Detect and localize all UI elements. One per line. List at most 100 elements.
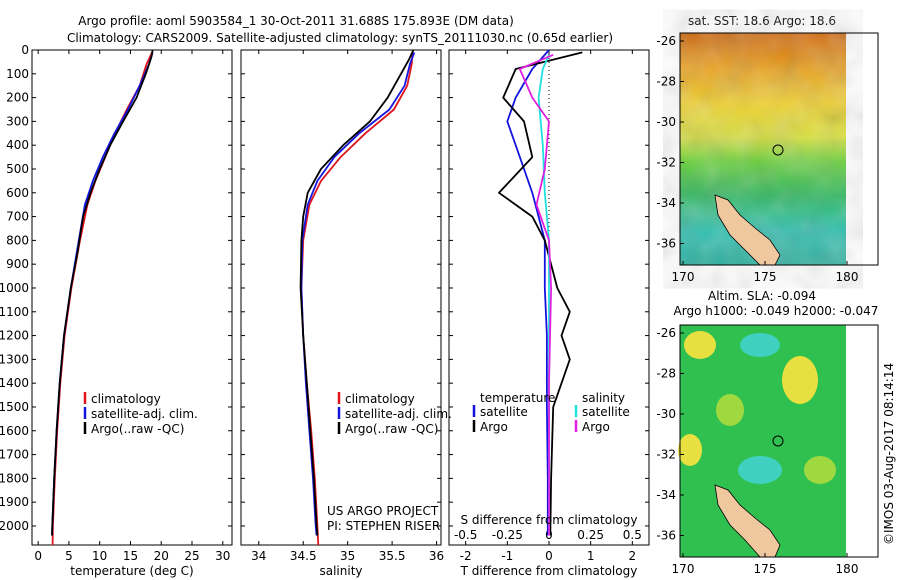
x-tick-label: -2	[460, 549, 472, 563]
x2-tick-label: 0.25	[577, 528, 604, 542]
legend-header-salinity: salinity	[582, 391, 625, 405]
sst-map: sat. SST: 18.6 Argo: 18.6	[679, 14, 879, 266]
x-tick-label: 34	[251, 549, 266, 563]
map-x-tick-label: 180	[836, 270, 859, 284]
sla-map-title-1: Altim. SLA: -0.094	[708, 289, 816, 303]
map-y-tick-label: -28	[656, 367, 676, 381]
map-x-tick-label: 170	[672, 562, 695, 576]
x2-tick-label: -0.25	[492, 528, 523, 542]
y-tick-label: 1700	[0, 448, 29, 462]
y-tick-label: 1400	[0, 376, 29, 390]
map-y-tick-label: -32	[656, 448, 676, 462]
y-tick-label: 300	[6, 114, 29, 128]
sla-map: Altim. SLA: -0.094 Argo h1000: -0.049 h2…	[674, 289, 879, 558]
map-y-tick-label: -34	[656, 196, 676, 210]
difference-xlabel: T difference from climatology	[460, 564, 638, 578]
salinity-axes	[240, 49, 442, 546]
map-x-tick-label: 175	[754, 562, 777, 576]
y-tick-label: 600	[6, 186, 29, 200]
map-ticks: 170 175 180 -26 -28 -30 -32 -34 -36 170 175 180 -26 -…	[656, 34, 858, 576]
legend-sal-argo: Argo	[582, 420, 610, 434]
x-tick-label: 10	[92, 549, 107, 563]
series-line	[300, 52, 414, 546]
annotation-line-2: PI: STEPHEN RISER	[327, 519, 440, 533]
map-y-tick-label: -30	[656, 115, 676, 129]
map-x-tick-label: 180	[836, 562, 859, 576]
map-y-tick-label: -30	[656, 407, 676, 421]
series-line	[51, 52, 154, 536]
y-tick-label: 200	[6, 91, 29, 105]
x-tick-label: 2	[629, 549, 637, 563]
map-x-tick-label: 170	[672, 270, 695, 284]
sst-map-land	[714, 194, 781, 266]
legend-argo: Argo(..raw -QC)	[345, 422, 438, 436]
salinity-xlabel: salinity	[319, 564, 362, 578]
x-tick-label: -1	[501, 549, 513, 563]
y-tick-label: 800	[6, 233, 29, 247]
y-tick-label: 1200	[0, 329, 29, 343]
sst-argo-marker	[772, 144, 784, 156]
temperature-plot: 0100200300400500600700800900100011001200…	[0, 43, 232, 563]
y-tick-label: 1800	[0, 471, 29, 485]
x-tick-label: 1	[587, 549, 595, 563]
y-tick-label: 1600	[0, 424, 29, 438]
difference-legend: temperature salinity satellite Argo sate…	[472, 391, 630, 434]
map-y-tick-label: -28	[656, 75, 676, 89]
annotation-line-1: US ARGO PROJECT	[327, 504, 439, 518]
legend-sal-satellite: satellite	[582, 405, 630, 419]
sla-argo-marker	[772, 435, 784, 447]
copyright-stamp: ©IMOS 03-Aug-2017 08:14:14	[882, 363, 896, 545]
series-line	[299, 49, 415, 536]
y-tick-label: 1100	[0, 305, 29, 319]
x-tick-label: 35	[340, 549, 355, 563]
sla-map-field	[680, 325, 846, 557]
legend-climatology: climatology	[91, 392, 161, 406]
legend-temp-argo: Argo	[480, 420, 508, 434]
y-tick-label: 1300	[0, 352, 29, 366]
salinity-plot: 34 34.5 35 35.5 36	[241, 49, 444, 563]
x2-tick-label: -0.5	[454, 528, 477, 542]
legend-header-temperature: temperature	[480, 391, 555, 405]
x-tick-label: 20	[154, 549, 169, 563]
y-tick-label: 0	[21, 43, 29, 57]
salinity-legend: climatology satellite-adj. clim. Argo(..…	[337, 392, 452, 436]
x-tick-label: 5	[65, 549, 73, 563]
x-tick-label: 30	[215, 549, 230, 563]
series-line	[506, 49, 550, 536]
map-y-tick-label: -26	[656, 34, 676, 48]
x-tick-label: 25	[184, 549, 199, 563]
sla-map-land	[714, 484, 781, 558]
y-tick-label: 1500	[0, 400, 29, 414]
x-tick-label: 0	[34, 549, 42, 563]
y-tick-label: 700	[6, 210, 29, 224]
temperature-xlabel: temperature (deg C)	[70, 564, 193, 578]
map-y-tick-label: -32	[656, 156, 676, 170]
title-line-2: Climatology: CARS2009. Satellite-adjuste…	[67, 31, 613, 45]
series-line	[300, 52, 416, 536]
legend-temp-satellite: satellite	[480, 405, 528, 419]
difference-x2label: S difference from climatology	[461, 513, 638, 527]
y-tick-label: 1900	[0, 495, 29, 509]
legend-argo: Argo(..raw -QC)	[91, 422, 184, 436]
legend-satellite-adj: satellite-adj. clim.	[345, 407, 452, 421]
y-tick-label: 900	[6, 257, 29, 271]
title-line-1: Argo profile: aoml 5903584_1 30-Oct-2011…	[78, 14, 514, 28]
x2-tick-label: 0.5	[623, 528, 642, 542]
sla-map-title-2: Argo h1000: -0.049 h2000: -0.047	[674, 304, 879, 318]
y-tick-label: 100	[6, 67, 29, 81]
temperature-legend: climatology satellite-adj. clim. Argo(..…	[83, 392, 198, 436]
map-y-tick-label: -26	[656, 326, 676, 340]
y-tick-label: 500	[6, 162, 29, 176]
x-tick-label: 34.5	[290, 549, 317, 563]
y-tick-label: 2000	[0, 519, 29, 533]
map-y-tick-label: -36	[656, 237, 676, 251]
series-line	[51, 49, 154, 536]
series-line	[51, 52, 153, 546]
map-x-tick-label: 175	[754, 270, 777, 284]
series-line	[498, 51, 583, 536]
legend-satellite-adj: satellite-adj. clim.	[91, 407, 198, 421]
x-tick-label: 15	[123, 549, 138, 563]
y-tick-label: 400	[6, 138, 29, 152]
y-tick-label: 1000	[0, 281, 29, 295]
